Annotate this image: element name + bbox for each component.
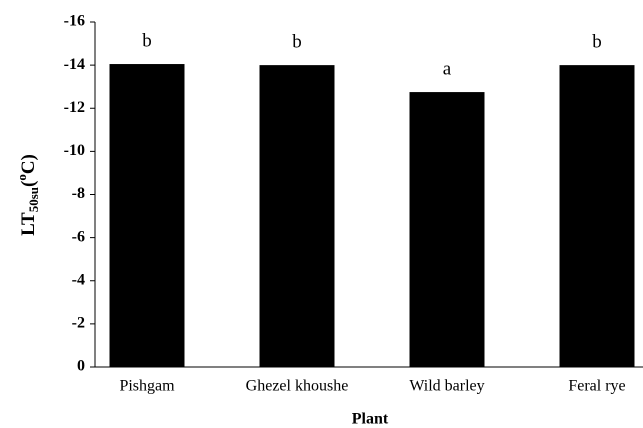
x-tick-label: Pishgam [119,378,175,395]
x-axis-title: Plant [352,411,389,428]
y-tick-label: -6 [72,228,85,245]
bar [259,65,335,367]
y-tick-label: -12 [64,99,85,116]
y-tick-label: -2 [72,315,85,332]
y-tick-label: 0 [77,358,85,375]
y-tick-label: -4 [72,271,85,288]
y-title-sub: 50su [26,187,41,212]
bar [409,92,485,367]
x-tick-label: Feral rye [568,378,625,395]
x-tick-label: Ghezel khoushe [246,378,349,395]
bar [109,64,185,367]
x-tick-label: Wild barley [409,378,484,395]
y-title-part: ( [18,181,39,187]
y-tick-label: -14 [64,56,85,73]
y-title-sup: o [14,174,29,181]
y-title-part: C) [18,154,39,174]
y-title-part: LT [18,212,39,236]
y-tick-label: -16 [64,13,85,30]
annotation: b [142,30,152,51]
annotation: a [443,58,452,79]
y-tick-label: -8 [72,185,85,202]
annotation: b [592,31,602,52]
y-tick-label: -10 [64,142,85,159]
y-axis-title: LT50su(oC) [14,154,41,236]
bar [559,65,635,367]
annotation: b [292,31,302,52]
